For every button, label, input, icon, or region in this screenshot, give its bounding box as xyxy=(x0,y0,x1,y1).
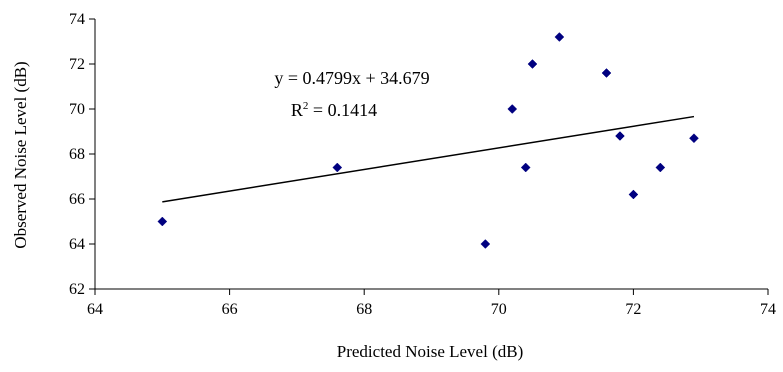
x-tick-label: 68 xyxy=(356,301,372,318)
x-tick-label: 74 xyxy=(760,301,776,318)
trendline xyxy=(162,115,695,203)
x-tick-label: 64 xyxy=(87,301,103,318)
x-tick-label: 66 xyxy=(222,301,238,318)
y-tick-label: 62 xyxy=(69,281,85,298)
data-point xyxy=(157,216,168,227)
data-point xyxy=(615,131,625,141)
y-axis-title: Observed Noise Level (dB) xyxy=(11,61,30,248)
x-axis-title: Predicted Noise Level (dB) xyxy=(337,342,523,361)
y-ticks: 62 64 66 68 70 72 74 xyxy=(69,11,95,298)
data-point xyxy=(507,104,518,114)
data-points xyxy=(157,32,699,249)
r2-superscript: 2 xyxy=(303,100,309,112)
data-point xyxy=(520,162,531,173)
y-tick-label: 68 xyxy=(69,146,85,163)
data-point xyxy=(628,189,639,200)
y-tick-label: 70 xyxy=(69,101,85,118)
data-point xyxy=(689,133,699,144)
trendline-r-squared: R2 = 0.1414 xyxy=(291,100,377,120)
data-point xyxy=(527,59,538,69)
y-tick-label: 72 xyxy=(69,56,85,73)
x-tick-label: 70 xyxy=(491,301,507,318)
x-ticks: 64 66 68 70 72 74 xyxy=(87,289,776,318)
data-point xyxy=(554,32,565,42)
r2-prefix: R xyxy=(291,100,303,120)
x-tick-label: 72 xyxy=(625,301,641,318)
r2-value: = 0.1414 xyxy=(308,100,377,120)
data-point xyxy=(332,162,343,173)
data-point xyxy=(480,239,491,249)
y-tick-label: 74 xyxy=(69,11,85,28)
data-point xyxy=(601,68,612,78)
y-tick-label: 64 xyxy=(69,236,85,253)
y-tick-label: 66 xyxy=(69,191,85,208)
axes xyxy=(94,19,768,290)
trendline-equation: y = 0.4799x + 34.679 xyxy=(274,68,429,88)
data-point xyxy=(655,162,666,173)
